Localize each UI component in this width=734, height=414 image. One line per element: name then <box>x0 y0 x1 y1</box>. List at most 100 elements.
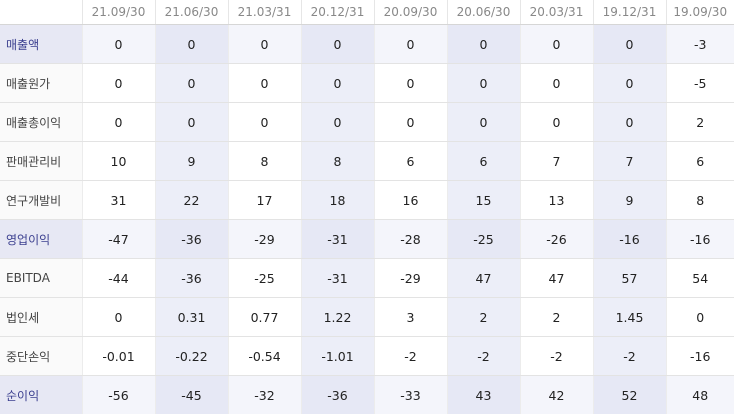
table-cell: 2 <box>666 103 734 142</box>
table-cell: -2 <box>520 337 593 376</box>
row-label: 판매관리비 <box>0 142 82 181</box>
table-cell: 7 <box>520 142 593 181</box>
column-header-period: 21.03/31 <box>228 0 301 25</box>
table-cell: -33 <box>374 376 447 414</box>
table-cell: -44 <box>82 259 155 298</box>
row-label: 영업이익 <box>0 220 82 259</box>
table-cell: 0 <box>593 103 666 142</box>
table-cell: 1.22 <box>301 298 374 337</box>
row-label: 순이익 <box>0 376 82 414</box>
table-cell: 1.45 <box>593 298 666 337</box>
table-cell: -3 <box>666 25 734 64</box>
row-label: 중단손익 <box>0 337 82 376</box>
table-cell: 47 <box>447 259 520 298</box>
table-cell: -16 <box>666 220 734 259</box>
table-cell: 8 <box>228 142 301 181</box>
table-cell: -31 <box>301 259 374 298</box>
table-cell: 48 <box>666 376 734 414</box>
table-cell: 16 <box>374 181 447 220</box>
column-header-period: 20.06/30 <box>447 0 520 25</box>
table-cell: -36 <box>155 259 228 298</box>
table-cell: 0 <box>374 25 447 64</box>
table-cell: 0.31 <box>155 298 228 337</box>
table-cell: 0 <box>155 64 228 103</box>
table-cell: 31 <box>82 181 155 220</box>
table-cell: -26 <box>520 220 593 259</box>
row-label: 매출액 <box>0 25 82 64</box>
table-cell: 43 <box>447 376 520 414</box>
table-cell: -45 <box>155 376 228 414</box>
column-header-period: 21.09/30 <box>82 0 155 25</box>
table-cell: -47 <box>82 220 155 259</box>
table-cell: 8 <box>301 142 374 181</box>
table-cell: 0 <box>520 64 593 103</box>
table-cell: -5 <box>666 64 734 103</box>
row-label: 매출총이익 <box>0 103 82 142</box>
table-cell: 0 <box>82 103 155 142</box>
table-cell: 0 <box>593 25 666 64</box>
table-cell: 0 <box>447 103 520 142</box>
table-cell: -29 <box>374 259 447 298</box>
table-row: 중단손익-0.01-0.22-0.54-1.01-2-2-2-2-16 <box>0 337 734 376</box>
table-cell: 47 <box>520 259 593 298</box>
table-cell: 0 <box>666 298 734 337</box>
table-cell: 8 <box>666 181 734 220</box>
table-cell: 0 <box>593 64 666 103</box>
table-cell: 0 <box>228 25 301 64</box>
table-cell: 0 <box>82 25 155 64</box>
table-cell: 0 <box>447 64 520 103</box>
table-cell: 13 <box>520 181 593 220</box>
table-cell: 3 <box>374 298 447 337</box>
column-header-period: 19.09/30 <box>666 0 734 25</box>
table-cell: -29 <box>228 220 301 259</box>
table-cell: 54 <box>666 259 734 298</box>
column-header-period: 20.09/30 <box>374 0 447 25</box>
table-cell: 9 <box>155 142 228 181</box>
table-cell: -31 <box>301 220 374 259</box>
table-cell: -36 <box>155 220 228 259</box>
table-cell: 0 <box>228 64 301 103</box>
row-label: 매출원가 <box>0 64 82 103</box>
table-cell: -16 <box>593 220 666 259</box>
table-cell: -25 <box>228 259 301 298</box>
column-header-period: 20.03/31 <box>520 0 593 25</box>
table-cell: 2 <box>447 298 520 337</box>
row-label: 연구개발비 <box>0 181 82 220</box>
table-cell: 9 <box>593 181 666 220</box>
table-cell: -0.01 <box>82 337 155 376</box>
table-cell: -1.01 <box>301 337 374 376</box>
table-cell: 7 <box>593 142 666 181</box>
table-cell: 0 <box>520 103 593 142</box>
column-header-period: 20.12/31 <box>301 0 374 25</box>
table-cell: 0 <box>155 25 228 64</box>
table-row: 영업이익-47-36-29-31-28-25-26-16-16 <box>0 220 734 259</box>
table-cell: -0.54 <box>228 337 301 376</box>
table-cell: 0 <box>520 25 593 64</box>
table-cell: 57 <box>593 259 666 298</box>
row-label: 법인세 <box>0 298 82 337</box>
table-cell: 0 <box>228 103 301 142</box>
table-cell: 6 <box>447 142 520 181</box>
table-cell: 0 <box>155 103 228 142</box>
table-cell: 17 <box>228 181 301 220</box>
corner-cell <box>0 0 82 25</box>
table-cell: 0 <box>301 103 374 142</box>
table-cell: -56 <box>82 376 155 414</box>
row-label: EBITDA <box>0 259 82 298</box>
table-cell: -32 <box>228 376 301 414</box>
table-cell: -2 <box>374 337 447 376</box>
table-cell: -25 <box>447 220 520 259</box>
table-cell: 0 <box>82 298 155 337</box>
table-cell: -0.22 <box>155 337 228 376</box>
table-cell: -16 <box>666 337 734 376</box>
